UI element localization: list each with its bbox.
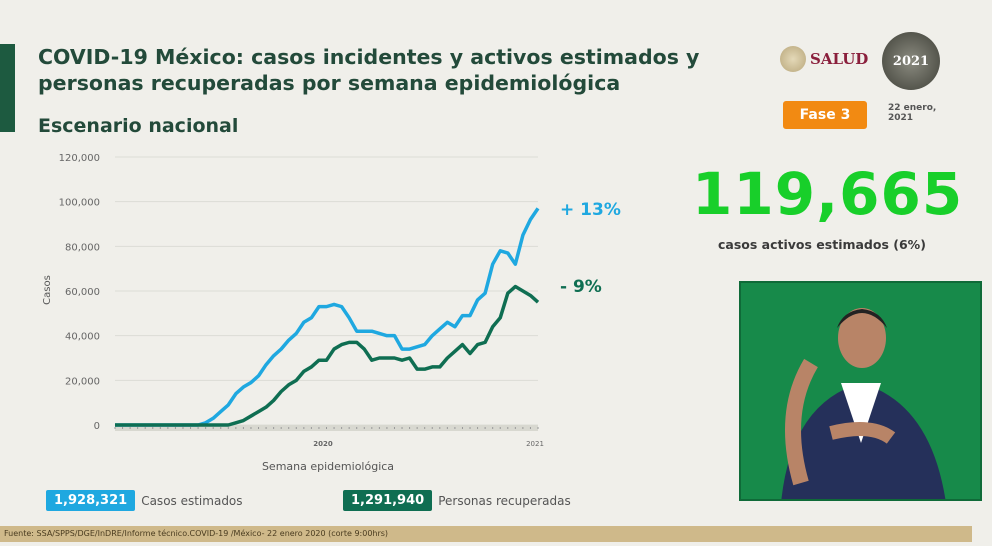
page-subtitle: Escenario nacional: [38, 115, 239, 137]
report-date: 22 enero, 2021: [888, 103, 937, 123]
phase-badge: Fase 3: [783, 101, 867, 129]
recovered-change-annotation: - 9%: [560, 277, 602, 297]
interpreter-figure: [781, 308, 946, 499]
active-cases-label: casos activos estimados (6%): [718, 237, 926, 252]
estimated-total: 1,928,321: [46, 490, 136, 511]
estimated-line: [115, 207, 540, 427]
y-tick-label: 120,000: [59, 153, 100, 164]
year-2021-badge: 2021: [882, 32, 940, 90]
accent-bar: [0, 44, 15, 132]
estimated-label: Casos estimados: [141, 493, 243, 508]
x-year-label: 2020: [313, 440, 333, 448]
line-chart: 0 20,000 40,000 60,000 80,000 100,000 120,000 2…: [42, 153, 621, 473]
seal-icon: [780, 46, 806, 72]
sign-language-interpreter-video: [739, 281, 982, 501]
legend-recovered: 1,291,940 Personas recuperadas: [343, 490, 571, 511]
salud-logo: SALUD: [780, 46, 868, 72]
x-axis-label: Semana epidemiológica: [262, 460, 394, 473]
y-tick-label: 100,000: [59, 198, 100, 209]
recovered-total: 1,291,940: [343, 490, 433, 511]
y-tick-label: 0: [94, 421, 100, 432]
y-axis-label: Casos: [42, 275, 53, 305]
page-title: COVID-19 México: casos incidentes y acti…: [38, 45, 700, 95]
y-tick-label: 40,000: [65, 332, 100, 343]
recovered-label: Personas recuperadas: [438, 493, 571, 508]
source-footer: Fuente: SSA/SPPS/DGE/InDRE/Informe técni…: [0, 526, 972, 542]
y-tick-label: 20,000: [65, 376, 100, 387]
active-cases-value: 119,665: [692, 160, 964, 228]
estimated-change-annotation: + 13%: [560, 200, 621, 220]
y-tick-label: 80,000: [65, 242, 100, 253]
y-tick-label: 60,000: [65, 287, 100, 298]
x-year-label: 2021: [526, 440, 544, 448]
legend-estimated: 1,928,321 Casos estimados: [46, 490, 243, 511]
salud-logo-text: SALUD: [810, 50, 869, 68]
